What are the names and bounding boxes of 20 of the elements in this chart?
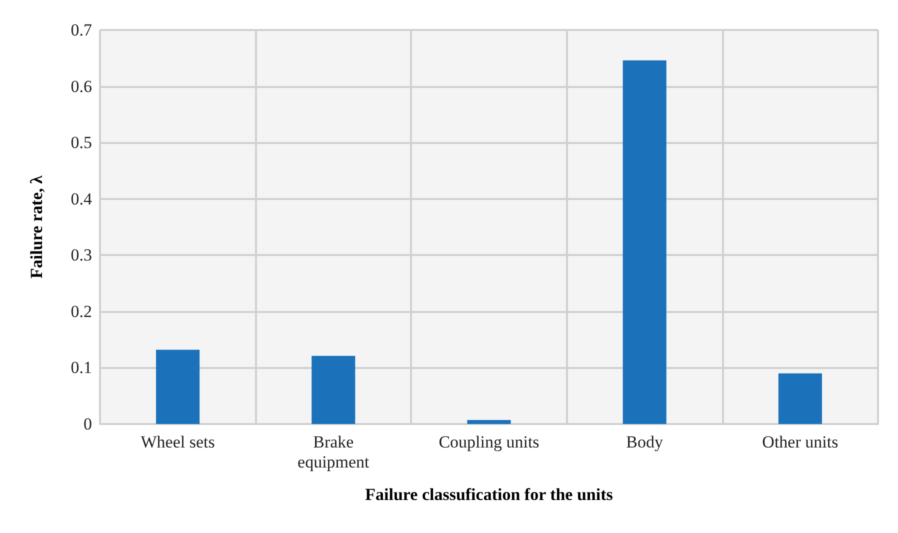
y-tick-label: 0.6 xyxy=(70,76,92,96)
x-axis-title: Failure classufication for the units xyxy=(365,485,614,504)
y-tick-label: 0.1 xyxy=(70,358,92,378)
x-tick-label: Body xyxy=(626,432,664,452)
bar xyxy=(312,356,356,424)
y-tick-label: 0.5 xyxy=(70,133,92,152)
x-tick-label: Wheel sets xyxy=(140,432,215,452)
x-tick-label: Coupling units xyxy=(438,432,540,452)
x-tick-label: Brake equipment xyxy=(298,432,370,472)
x-tick-label: Other units xyxy=(762,432,838,452)
bar xyxy=(622,60,666,424)
bar xyxy=(156,350,200,424)
bar xyxy=(778,373,822,424)
y-axis-title: Failure rate, λ xyxy=(27,174,46,278)
y-tick-label: 0 xyxy=(84,414,92,434)
y-tick-label: 0.7 xyxy=(70,20,92,40)
y-tick-label: 0.2 xyxy=(70,302,92,321)
bar xyxy=(467,420,511,424)
y-tick-label: 0.4 xyxy=(70,189,92,208)
y-tick-label: 0.3 xyxy=(70,246,92,265)
